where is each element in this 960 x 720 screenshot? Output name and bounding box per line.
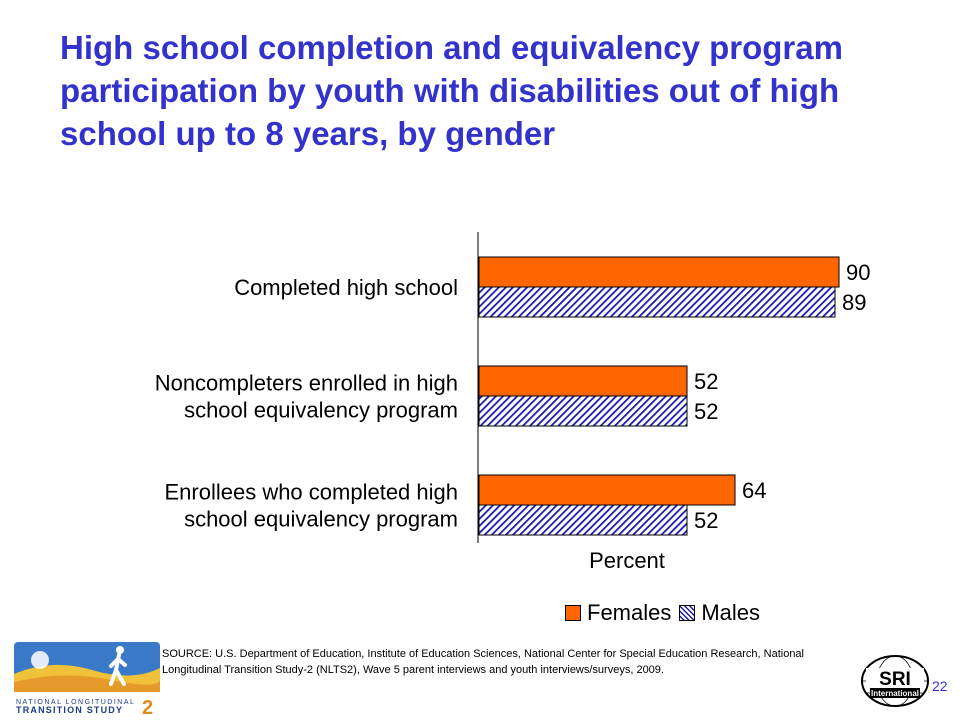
bar-males-3 — [478, 504, 688, 536]
svg-text:International: International — [871, 689, 919, 698]
bar-females-1 — [478, 256, 840, 288]
legend-label-females: Females — [587, 600, 672, 625]
legend: Females Males — [565, 600, 760, 626]
value-label-males-2: 52 — [694, 399, 718, 424]
value-label-females-2: 52 — [694, 369, 718, 394]
bar-males-1 — [478, 286, 836, 318]
bar-males-2 — [478, 395, 688, 427]
x-axis-title: Percent — [589, 548, 665, 573]
svg-text:2: 2 — [142, 697, 153, 715]
legend-swatch-males — [679, 605, 696, 621]
source-note: SOURCE: U.S. Department of Education, In… — [162, 648, 804, 676]
legend-swatch-females — [565, 605, 581, 621]
value-label-females-3: 64 — [742, 478, 766, 503]
sri-international-logo: SRI International — [860, 654, 930, 713]
svg-text:NATIONAL LONGITUDINAL: NATIONAL LONGITUDINAL — [16, 699, 135, 706]
page-number: 22 — [932, 678, 948, 694]
page-title: High school completion and equivalency p… — [60, 29, 843, 152]
category-label-2: school equivalency program — [184, 398, 458, 423]
bar-females-3 — [478, 474, 736, 506]
category-label-3: Enrollees who completed high — [164, 480, 458, 505]
category-label-2: Noncompleters enrolled in high — [155, 371, 458, 396]
category-label-3: school equivalency program — [184, 507, 458, 532]
nlts2-logo: NATIONAL LONGITUDINAL TRANSITION STUDY 2 — [12, 640, 162, 720]
legend-label-males: Males — [701, 600, 761, 625]
value-label-females-1: 90 — [846, 260, 870, 285]
value-label-males-3: 52 — [694, 508, 718, 533]
value-label-males-1: 89 — [842, 290, 866, 315]
svg-text:TRANSITION STUDY: TRANSITION STUDY — [16, 705, 123, 715]
bar-females-2 — [478, 365, 688, 397]
category-label-1: Completed high school — [234, 275, 458, 300]
svg-text:SRI: SRI — [879, 669, 911, 690]
